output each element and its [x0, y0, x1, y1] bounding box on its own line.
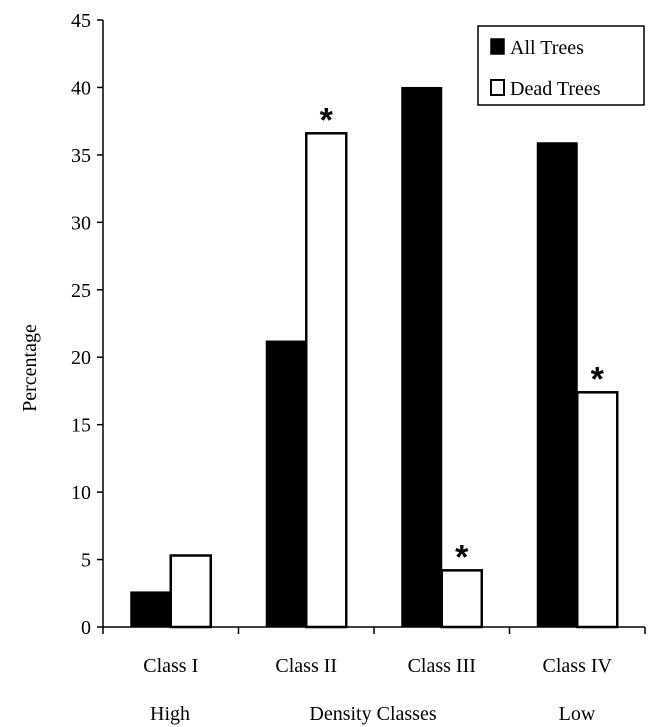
bar-all-trees	[130, 591, 172, 628]
bar-dead-trees	[169, 554, 212, 629]
bar-all-trees	[536, 142, 578, 628]
y-tick-label: 45	[71, 10, 91, 32]
x-tick-label: Class III	[408, 655, 476, 677]
x-tick-label: Class I	[143, 655, 198, 677]
y-tick-label: 35	[71, 145, 91, 167]
legend-label-dead-trees: Dead Trees	[510, 78, 601, 100]
y-tick-label: 15	[71, 415, 91, 437]
significance-asterisk: *	[455, 538, 469, 576]
bar-all-trees	[265, 340, 307, 628]
significance-marks: * * *	[320, 101, 605, 576]
y-tick-label: 10	[71, 482, 91, 504]
x-tick-label: Class IV	[543, 655, 613, 677]
x-axis-end-label-high: High	[150, 703, 190, 725]
y-tick-label: 25	[71, 280, 91, 302]
x-axis-ticks: Class I Class II Class III Class IV	[102, 627, 646, 677]
legend-label-all-trees: All Trees	[510, 37, 584, 59]
y-axis-label: Percentage	[19, 324, 41, 412]
significance-asterisk: *	[320, 101, 334, 139]
y-tick-label: 40	[71, 77, 91, 99]
y-axis-ticks: 0 5 10 15 20 25 30 35 40 45	[71, 10, 103, 639]
significance-asterisk: *	[591, 360, 605, 398]
y-tick-label: 30	[71, 212, 91, 234]
y-tick-label: 0	[81, 617, 91, 639]
x-axis-end-label-low: Low	[559, 703, 596, 725]
bars	[130, 86, 619, 629]
bar-dead-trees	[305, 132, 348, 629]
bar-dead-trees	[576, 391, 619, 629]
bar-all-trees	[401, 86, 443, 628]
legend: All Trees Dead Trees	[477, 25, 645, 106]
bar-dead-trees	[440, 569, 483, 629]
x-axis-label: Density Classes	[309, 703, 436, 725]
legend-swatch-dead-trees	[490, 79, 505, 96]
y-tick-label: 5	[81, 550, 91, 572]
x-tick-label: Class II	[275, 655, 337, 677]
legend-box	[477, 25, 645, 106]
legend-swatch-all-trees	[490, 38, 505, 55]
y-tick-label: 20	[71, 347, 91, 369]
